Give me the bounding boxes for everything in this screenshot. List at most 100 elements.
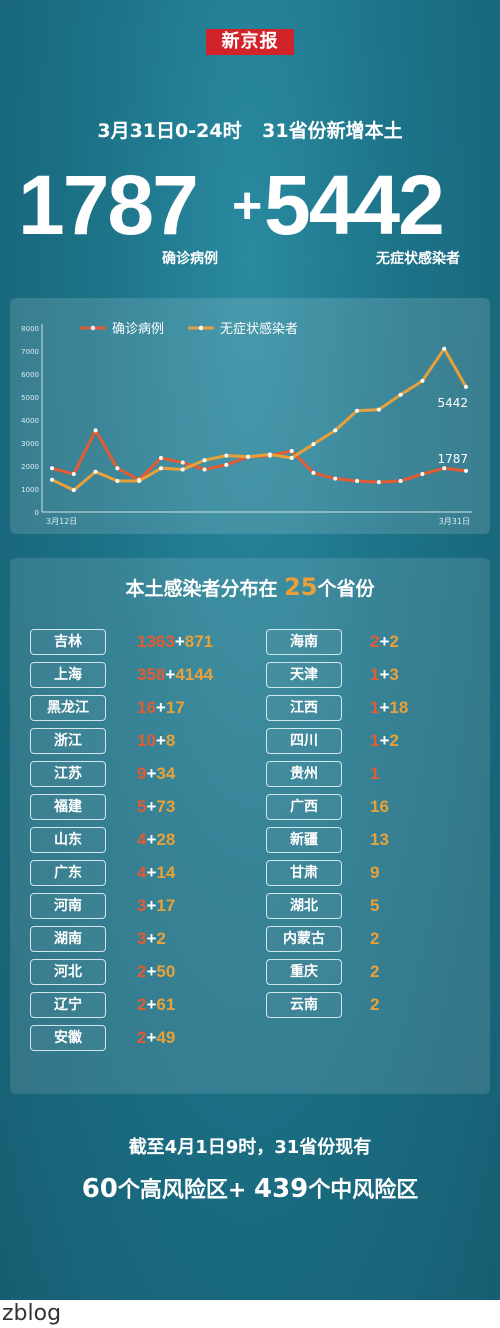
asymptomatic-value: 5 (370, 896, 380, 915)
data-point (246, 454, 251, 459)
legend-marker-1 (198, 325, 204, 331)
data-point (289, 449, 294, 454)
plus-sign: + (146, 764, 157, 783)
high-risk-label: 个高风险区 (117, 1178, 228, 1203)
legend-marker-0 (90, 325, 96, 331)
y-tick-label: 5000 (21, 394, 39, 402)
confirmed-value: 3 (137, 929, 147, 948)
province-value: 16+17 (137, 695, 185, 721)
province-name: 新疆 (266, 827, 342, 853)
province-value: 9 (370, 860, 379, 886)
data-point (420, 472, 425, 477)
data-point (442, 346, 447, 351)
data-point (376, 407, 381, 412)
asymptomatic-value: 2 (370, 929, 380, 948)
province-name: 湖南 (30, 926, 106, 952)
province-name: 重庆 (266, 959, 342, 985)
data-point (398, 392, 403, 397)
plus-sign: + (146, 797, 157, 816)
asymptomatic-value: 3 (389, 665, 399, 684)
province-name: 黑龙江 (30, 695, 106, 721)
province-value: 2+61 (137, 992, 175, 1018)
data-point (180, 460, 185, 465)
mid-risk-count: 439 (254, 1174, 309, 1204)
confirmed-value: 3 (137, 896, 147, 915)
asymptomatic-value: 61 (156, 995, 176, 1014)
province-value: 3+17 (137, 893, 175, 919)
province-list-panel (10, 558, 490, 1094)
asymptomatic-value: 2 (370, 995, 380, 1014)
province-name: 云南 (266, 992, 342, 1018)
asymptomatic-count: 5442 (264, 158, 445, 252)
data-point (267, 452, 272, 457)
province-name: 上海 (30, 662, 106, 688)
asymptomatic-value: 17 (165, 698, 185, 717)
plus-sign: + (232, 177, 263, 235)
data-point (71, 488, 76, 493)
data-point (442, 466, 447, 471)
legend-label-0: 确诊病例 (112, 322, 164, 337)
list-title-post: 个省份 (317, 578, 375, 600)
confirmed-value: 1 (370, 731, 380, 750)
data-point (224, 462, 229, 467)
confirmed-value: 4 (137, 863, 147, 882)
province-value: 1+2 (370, 728, 399, 754)
province-value: 2+50 (137, 959, 175, 985)
province-value: 2 (370, 959, 379, 985)
headline: 3月31日0-24时 31省份新增本土 (97, 120, 403, 142)
province-value: 9+34 (137, 761, 175, 787)
data-point (289, 455, 294, 460)
asymptomatic-value: 17 (156, 896, 176, 915)
confirmed-count: 1787 (18, 158, 199, 252)
y-tick-label: 8000 (21, 325, 39, 333)
province-name: 安徽 (30, 1025, 106, 1051)
list-title-pre: 本土感染者分布在 (125, 578, 278, 600)
asymptomatic-value: 8 (165, 731, 176, 750)
province-name: 辽宁 (30, 992, 106, 1018)
plus-sign: + (379, 665, 390, 684)
y-tick-label: 0 (35, 509, 39, 517)
data-point (420, 378, 425, 383)
province-name: 广西 (266, 794, 342, 820)
plus-sign: + (155, 731, 166, 750)
asymptomatic-value: 2 (156, 929, 166, 948)
province-name: 广东 (30, 860, 106, 886)
confirmed-value: 5 (137, 797, 147, 816)
asymptomatic-value: 18 (389, 698, 409, 717)
mid-risk-label: 个中风险区 (308, 1178, 419, 1203)
end-value-label-0: 1787 (437, 452, 468, 466)
data-point (333, 476, 338, 481)
confirmed-label: 确诊病例 (162, 251, 218, 267)
province-name: 湖北 (266, 893, 342, 919)
plus-sign: + (146, 995, 157, 1014)
data-point (71, 472, 76, 477)
province-name: 江西 (266, 695, 342, 721)
data-point (158, 466, 163, 471)
data-point (137, 478, 142, 483)
province-name: 四川 (266, 728, 342, 754)
plus-sign: + (165, 665, 176, 684)
asymptomatic-value: 16 (370, 797, 389, 816)
asymptomatic-value: 14 (156, 863, 176, 882)
confirmed-value: 1 (370, 665, 380, 684)
province-value: 2+2 (370, 629, 399, 655)
province-value: 10+8 (137, 728, 175, 754)
data-point (202, 467, 207, 472)
province-name: 甘肃 (266, 860, 342, 886)
confirmed-value: 1363 (137, 632, 175, 651)
data-point (311, 470, 316, 475)
data-point (355, 478, 360, 483)
confirmed-value: 2 (137, 995, 147, 1014)
data-point (93, 428, 98, 433)
y-tick-label: 4000 (21, 417, 39, 425)
plus-sign: + (379, 731, 390, 750)
risk-plus: + (227, 1178, 247, 1203)
risk-area-summary: 60个高风险区+ 439个中风险区 (0, 1172, 500, 1204)
province-count: 25 (284, 573, 318, 601)
plus-sign: + (379, 632, 390, 651)
asymptomatic-value: 50 (156, 962, 176, 981)
data-point (355, 408, 360, 413)
data-point (464, 468, 468, 473)
plus-sign: + (146, 1028, 157, 1047)
legend-label-1: 无症状感染者 (220, 321, 298, 337)
